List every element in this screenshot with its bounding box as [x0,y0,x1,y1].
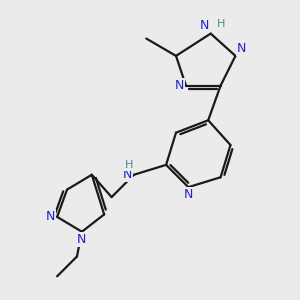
Text: N: N [184,188,193,201]
Text: H: H [217,19,225,28]
Text: N: N [77,233,87,246]
Text: N: N [200,19,209,32]
Text: N: N [175,79,184,92]
Text: N: N [122,168,132,181]
Text: H: H [125,160,134,170]
Text: N: N [46,210,55,224]
Text: N: N [237,42,246,55]
